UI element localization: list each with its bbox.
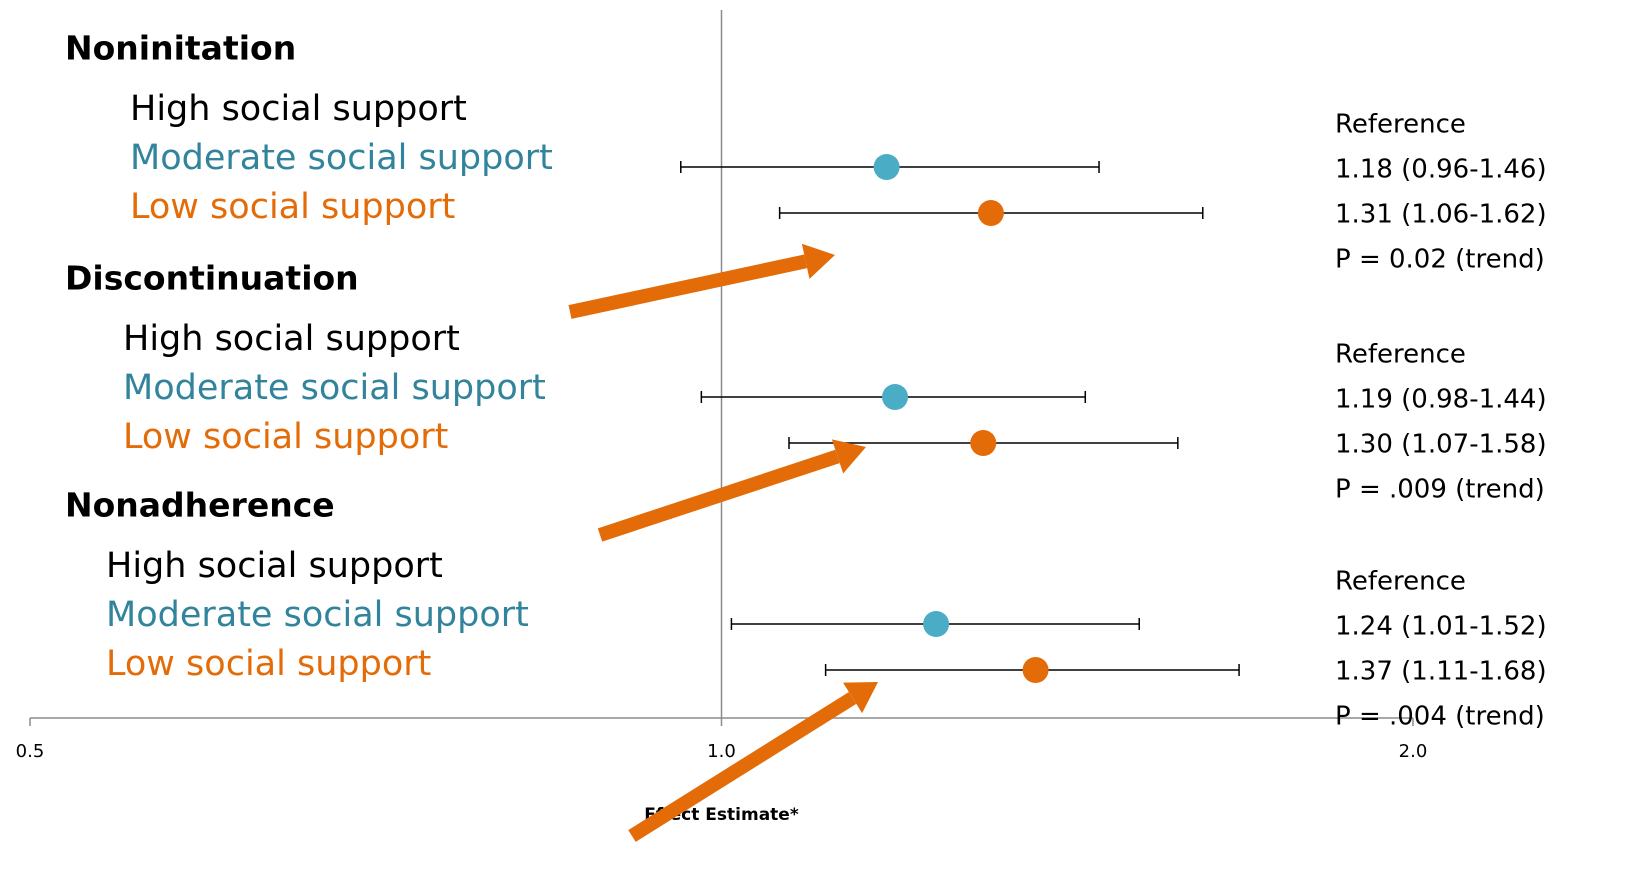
row-estimate-text: 1.24 (1.01-1.52) [1335, 612, 1547, 642]
row-label: High social support [123, 319, 460, 359]
trend-text: P = 0.02 (trend) [1335, 245, 1545, 275]
row-estimate-text: 1.30 (1.07-1.58) [1335, 430, 1547, 460]
arrow-head [831, 439, 866, 474]
point-estimate [923, 611, 950, 637]
row-label: High social support [106, 546, 443, 586]
row-estimate-text: Reference [1335, 110, 1466, 140]
x-tick-label: 2.0 [1399, 741, 1428, 762]
row-label: Moderate social support [123, 368, 546, 408]
row-label: Moderate social support [106, 595, 529, 635]
group-header: Nonadherence [65, 486, 335, 525]
x-tick-label: 1.0 [707, 741, 736, 762]
group-header: Discontinuation [65, 259, 359, 298]
group-header: Noninitation [65, 29, 296, 68]
trend-text: P = .004 (trend) [1335, 702, 1545, 732]
x-tick-label: 0.5 [16, 741, 45, 762]
arrow-head [843, 682, 878, 714]
row-label: Low social support [130, 187, 455, 227]
point-estimate [873, 154, 900, 180]
point-estimate [882, 384, 909, 410]
trend-text: P = .009 (trend) [1335, 475, 1545, 505]
arrow-shaft [628, 691, 857, 842]
row-estimate-text: 1.31 (1.06-1.62) [1335, 200, 1547, 230]
row-label: Moderate social support [130, 138, 553, 178]
row-estimate-text: 1.18 (0.96-1.46) [1335, 155, 1547, 185]
point-estimate [1022, 657, 1049, 683]
row-label: High social support [130, 89, 467, 129]
arrow-shaft [568, 254, 808, 319]
point-estimate [977, 200, 1004, 226]
row-estimate-text: Reference [1335, 340, 1466, 370]
arrow-shaft [597, 449, 840, 542]
row-label: Low social support [106, 644, 431, 684]
row-label: Low social support [123, 417, 448, 457]
arrow-head [801, 243, 835, 279]
row-estimate-text: 1.37 (1.11-1.68) [1335, 657, 1547, 687]
row-estimate-text: Reference [1335, 567, 1466, 597]
point-estimate [970, 430, 997, 456]
row-estimate-text: 1.19 (0.98-1.44) [1335, 385, 1547, 415]
